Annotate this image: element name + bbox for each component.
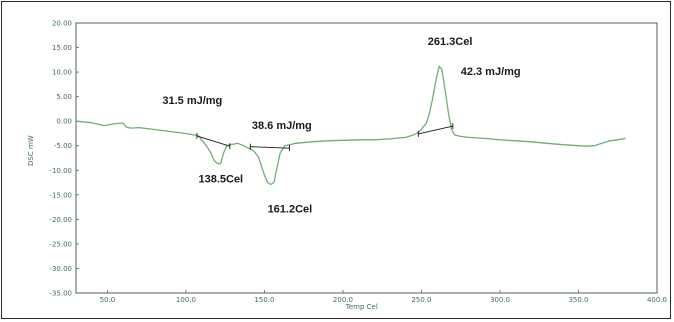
annotation-label: 161.2Cel — [268, 203, 313, 215]
y-tick-label: -10.00 — [49, 167, 72, 175]
y-tick-label: -20.00 — [49, 216, 72, 224]
y-tick-label: 0.00 — [56, 118, 72, 126]
y-tick-label: 15.00 — [52, 44, 72, 52]
x-tick-label: 400.0 — [647, 296, 667, 304]
x-tick-label: 300.0 — [490, 296, 510, 304]
y-tick-label: -15.00 — [49, 191, 72, 199]
x-tick-label: 200.0 — [333, 296, 353, 304]
x-tick-label: 100.0 — [176, 296, 196, 304]
x-axis-label: Temp Cel — [345, 303, 378, 311]
y-tick-label: -30.00 — [49, 265, 72, 273]
y-tick-label: 10.00 — [52, 69, 72, 77]
dsc-chart: 20.00 15.00 10.00 5.00 0.00 -5.00 -10.00 -15.00… — [27, 20, 667, 312]
y-tick-label: 5.00 — [56, 93, 72, 101]
annotation-label: 38.6 mJ/mg — [252, 120, 312, 132]
annotation-label: 31.5 mJ/mg — [162, 95, 222, 107]
x-tick-label: 350.0 — [568, 296, 588, 304]
annotation-label: 138.5Cel — [198, 174, 243, 186]
y-axis-label: DSC mW — [27, 135, 35, 166]
dsc-curve — [75, 65, 626, 186]
x-tick-label: 250.0 — [411, 296, 431, 304]
y-tick-label: 20.00 — [52, 20, 72, 28]
y-tick-label: -35.00 — [49, 290, 72, 298]
plot-area — [75, 22, 658, 294]
annotation-label: 42.3 mJ/mg — [461, 66, 521, 78]
y-tick-label: -25.00 — [49, 240, 72, 248]
y-tick-label: -5.00 — [54, 142, 72, 150]
x-tick-label: 150.0 — [254, 296, 274, 304]
integration-baseline — [418, 125, 453, 135]
integration-baseline — [196, 135, 231, 147]
annotation-label: 261.3Cel — [428, 36, 473, 48]
x-tick-label: 50.0 — [100, 296, 116, 304]
integration-baseline — [250, 146, 290, 149]
